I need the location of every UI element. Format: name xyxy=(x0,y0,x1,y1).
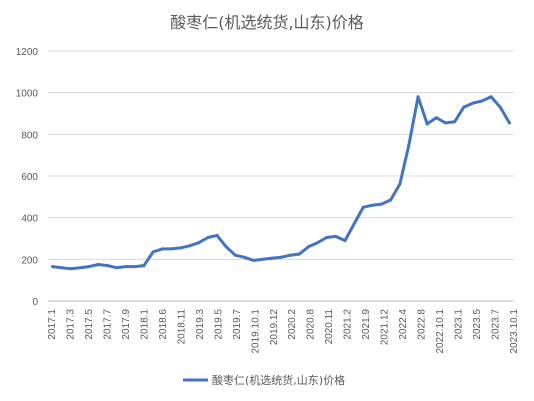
y-tick-label: 0 xyxy=(32,297,38,308)
x-tick-label: 2023.5 xyxy=(472,309,483,340)
data-point xyxy=(78,266,82,270)
y-axis-ticks: 0 200 400 600 800 1000 1200 xyxy=(16,47,39,308)
data-point xyxy=(498,105,502,109)
data-point xyxy=(453,120,457,124)
data-point xyxy=(462,105,466,109)
data-point xyxy=(316,241,319,245)
data-point xyxy=(480,99,484,103)
data-point xyxy=(288,253,292,257)
data-point xyxy=(51,265,55,269)
data-point xyxy=(179,246,182,250)
x-tick-label: 2018.1 xyxy=(139,309,150,340)
series-line xyxy=(51,95,511,271)
x-tick-label: 2021.2 xyxy=(343,309,354,340)
chart-title: 酸枣仁(机选统货,山东)价格 xyxy=(170,13,364,32)
data-point xyxy=(444,121,447,125)
data-point xyxy=(105,264,109,268)
data-point xyxy=(96,263,100,266)
data-point xyxy=(224,245,228,249)
x-tick-label: 2019.10.1 xyxy=(250,309,261,354)
x-tick-label: 2017.5 xyxy=(84,309,95,340)
data-point xyxy=(243,255,246,259)
x-tick-label: 2019.3 xyxy=(195,309,206,340)
data-point xyxy=(261,257,265,261)
x-tick-label: 2017.3 xyxy=(65,309,76,340)
data-point xyxy=(142,264,146,268)
data-point xyxy=(124,265,128,269)
legend-label: 酸枣仁(机选统货,山东)价格 xyxy=(212,373,345,387)
x-tick-label: 2023.1 xyxy=(454,309,465,340)
data-point xyxy=(471,101,475,105)
data-point xyxy=(407,143,411,147)
y-tick-label: 800 xyxy=(21,130,38,141)
x-tick-label: 2021.12 xyxy=(380,309,391,346)
x-tick-label: 2022.4 xyxy=(398,309,409,340)
x-tick-label: 2020.2 xyxy=(287,309,298,340)
data-point xyxy=(416,95,420,99)
data-point xyxy=(306,245,310,249)
data-point xyxy=(297,252,301,256)
data-point xyxy=(133,265,137,269)
data-point xyxy=(361,205,365,209)
data-point xyxy=(69,267,73,271)
data-point xyxy=(398,182,402,186)
x-tick-label: 2019.12 xyxy=(269,309,280,346)
data-point xyxy=(60,266,64,270)
data-point xyxy=(370,203,374,207)
legend: 酸枣仁(机选统货,山东)价格 xyxy=(183,373,345,387)
data-point xyxy=(115,266,118,270)
data-point xyxy=(206,236,210,239)
data-point xyxy=(343,239,347,243)
data-point xyxy=(325,236,329,239)
y-tick-label: 1200 xyxy=(16,47,39,58)
x-tick-label: 2017.7 xyxy=(102,309,113,340)
x-tick-label: 2022.10.1 xyxy=(435,309,446,354)
x-tick-label: 2021.9 xyxy=(361,309,372,340)
y-tick-label: 200 xyxy=(21,255,38,266)
data-point xyxy=(215,233,219,237)
x-tick-label: 2023.7 xyxy=(491,309,502,340)
data-point xyxy=(160,247,164,251)
x-axis-ticks: 2017.1 2017.3 2017.5 2017.7 2017.9 2018.1 2018… xyxy=(47,309,520,354)
y-tick-label: 1000 xyxy=(16,89,39,100)
data-point xyxy=(352,222,356,226)
data-point xyxy=(334,234,338,238)
data-point xyxy=(434,116,438,120)
y-tick-label: 600 xyxy=(21,172,38,183)
series-layer xyxy=(51,95,511,271)
data-point xyxy=(87,265,91,269)
data-point xyxy=(389,198,393,202)
gridlines xyxy=(48,50,514,302)
data-point xyxy=(270,256,274,260)
data-point xyxy=(380,202,383,206)
x-tick-label: 2023.10.1 xyxy=(509,309,520,354)
data-point xyxy=(489,95,493,99)
data-point xyxy=(279,255,283,259)
data-point xyxy=(197,241,201,245)
data-point xyxy=(425,122,429,126)
data-point xyxy=(169,247,173,251)
x-tick-label: 2019.7 xyxy=(232,309,243,340)
data-point xyxy=(188,244,192,248)
y-tick-label: 400 xyxy=(21,214,38,225)
x-tick-label: 2017.1 xyxy=(47,309,58,340)
x-tick-label: 2018.11 xyxy=(176,309,187,345)
data-point xyxy=(507,121,511,125)
x-tick-label: 2018.6 xyxy=(158,309,169,340)
data-point xyxy=(233,253,237,257)
x-tick-label: 2019.5 xyxy=(213,309,224,340)
data-point xyxy=(151,250,155,254)
x-tick-label: 2017.9 xyxy=(121,309,132,340)
x-tick-label: 2020.11 xyxy=(324,309,335,345)
x-tick-label: 2022.8 xyxy=(417,309,428,340)
x-tick-label: 2020.8 xyxy=(306,309,317,340)
data-point xyxy=(252,258,256,262)
